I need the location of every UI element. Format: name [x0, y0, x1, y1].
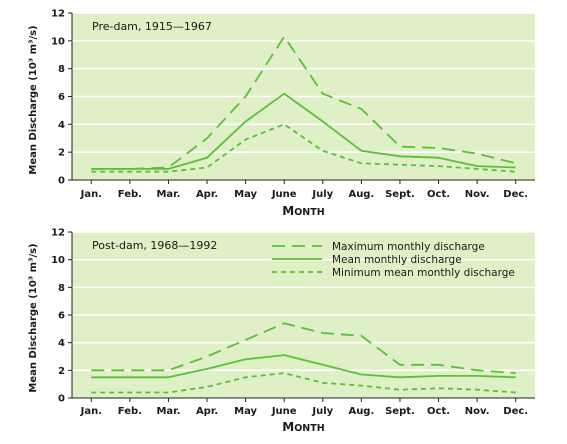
x-tick-label: July: [311, 189, 333, 200]
series-line-long-dash: [91, 35, 516, 170]
x-axis-label: MONTH: [282, 420, 324, 434]
y-tick-label: 4: [58, 338, 65, 349]
panel-title: Pre-dam, 1915—1967: [92, 20, 212, 33]
x-tick-label: Apr.: [196, 189, 218, 200]
x-tick-label: Nov.: [465, 406, 490, 417]
x-tick-label: June: [271, 406, 297, 417]
y-tick-label: 8: [58, 283, 65, 294]
y-tick-label: 6: [58, 311, 65, 322]
x-tick-label: June: [271, 189, 297, 200]
series-line-short-dash: [91, 123, 516, 173]
y-axis-label: Mean Discharge (10³ m³/s): [28, 243, 39, 392]
x-tick-label: May: [234, 189, 257, 200]
y-tick-label: 0: [58, 394, 65, 405]
legend-label: Minimum mean monthly discharge: [332, 267, 515, 279]
x-tick-label: Nov.: [465, 189, 490, 200]
x-tick-label: Jan.: [80, 406, 102, 417]
x-axis-label: MONTH: [282, 204, 324, 218]
x-tick-label: Oct.: [427, 189, 450, 200]
y-tick-label: 10: [51, 36, 65, 47]
y-tick-label: 10: [51, 255, 65, 266]
x-tick-label: Mar.: [156, 406, 180, 417]
legend-label: Mean monthly discharge: [332, 254, 462, 266]
series-line-long-dash: [91, 322, 516, 374]
x-tick-label: Apr.: [196, 406, 218, 417]
x-tick-label: Oct.: [427, 406, 450, 417]
y-tick-label: 12: [51, 228, 65, 239]
x-tick-label: Sept.: [385, 189, 415, 200]
legend-label: Maximum monthly discharge: [332, 241, 485, 253]
x-tick-label: July: [311, 406, 333, 417]
panel-title: Post-dam, 1968—1992: [92, 239, 217, 252]
y-tick-label: 12: [51, 9, 65, 20]
x-tick-label: Sept.: [385, 406, 415, 417]
x-tick-label: Aug.: [348, 406, 374, 417]
x-tick-label: Mar.: [156, 189, 180, 200]
chart-panel-2: 0 2 4 6 8 10 12 Jan. Feb. Mar. Apr. May June July Aug.…: [28, 228, 535, 434]
x-tick-label: Feb.: [118, 406, 142, 417]
y-tick-label: 6: [58, 92, 65, 103]
y-tick-label: 0: [58, 176, 65, 187]
x-tick-label: Dec.: [503, 189, 528, 200]
x-tick-label: Dec.: [503, 406, 528, 417]
y-tick-label: 2: [58, 148, 65, 159]
x-tick-label: Feb.: [118, 189, 142, 200]
x-tick-label: May: [234, 406, 257, 417]
x-tick-label: Jan.: [80, 189, 102, 200]
y-tick-label: 8: [58, 64, 65, 75]
x-tick-label: Aug.: [348, 189, 374, 200]
series-line-solid: [91, 354, 516, 379]
y-tick-label: 4: [58, 120, 65, 131]
chart-panel-1: 0 2 4 6 8 10 12 Jan. Feb. Mar. Apr. May June July Aug.…: [28, 9, 535, 218]
series-line-solid: [91, 92, 516, 170]
y-tick-label: 2: [58, 366, 65, 377]
y-axis-label: Mean Discharge (10³ m³/s): [28, 25, 39, 174]
